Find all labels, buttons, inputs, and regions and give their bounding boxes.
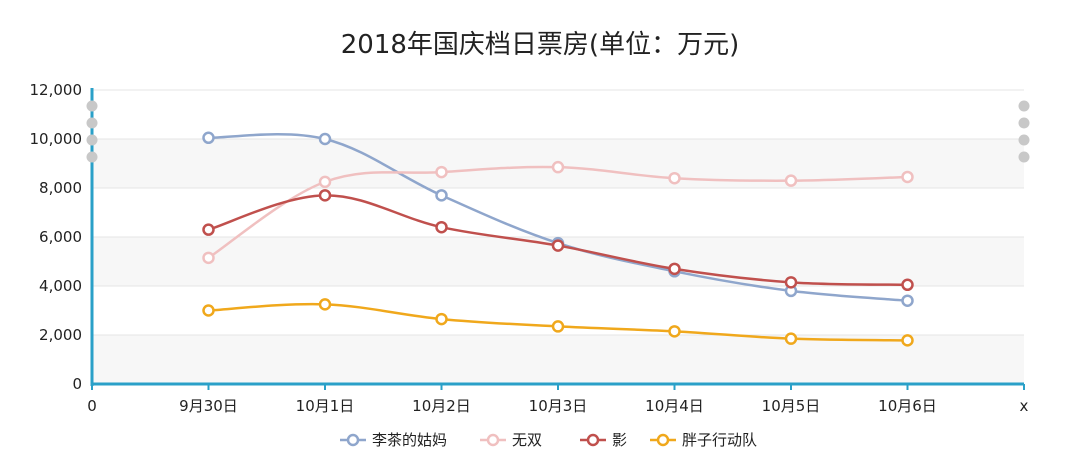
- x-axis-label: x: [1020, 397, 1029, 415]
- data-point[interactable]: [318, 175, 332, 189]
- y-tick-label: 4,000: [39, 277, 82, 295]
- data-point[interactable]: [202, 251, 215, 265]
- y-tick-label: 0: [72, 375, 82, 393]
- x-tick-label: 10月6日: [878, 397, 937, 415]
- grid-band: [92, 335, 1024, 384]
- legend-item[interactable]: 无双: [480, 431, 542, 449]
- left-scroll-handle-dot[interactable]: [86, 134, 98, 146]
- data-point[interactable]: [202, 304, 215, 317]
- data-point[interactable]: [551, 160, 565, 174]
- x-tick-label: 10月5日: [762, 397, 821, 415]
- left-scroll-handle-dot[interactable]: [86, 100, 98, 112]
- data-point[interactable]: [901, 334, 914, 347]
- data-point[interactable]: [784, 276, 798, 289]
- left-scroll-handle-dot[interactable]: [86, 117, 98, 129]
- legend-label[interactable]: 胖子行动队: [682, 431, 757, 449]
- x-tick-label: 10月4日: [645, 397, 704, 415]
- data-point[interactable]: [318, 189, 332, 202]
- data-point[interactable]: [668, 171, 681, 185]
- data-point[interactable]: [668, 325, 681, 338]
- legend-label[interactable]: 影: [612, 431, 627, 449]
- y-tick-label: 2,000: [39, 326, 82, 344]
- right-scroll-handle-dot[interactable]: [1018, 134, 1030, 146]
- x-tick-label: 10月1日: [296, 397, 355, 415]
- y-tick-label: 6,000: [39, 228, 82, 246]
- left-scroll-handle-dot[interactable]: [86, 151, 98, 163]
- x-tick-label: 10月3日: [529, 397, 588, 415]
- axis-layer: 0 2,000 4,000 6,000 8,000 10,000 12,000 0 9月30日 1…: [30, 81, 1030, 415]
- grid-band: [92, 90, 1024, 139]
- data-point[interactable]: [202, 223, 215, 236]
- legend-item[interactable]: 李茶的姑妈: [340, 431, 447, 449]
- data-point[interactable]: [551, 239, 565, 252]
- legend-marker: [586, 433, 600, 447]
- legend-marker: [486, 433, 500, 447]
- data-point[interactable]: [784, 174, 798, 187]
- series-group: [202, 189, 914, 292]
- data-point[interactable]: [901, 278, 914, 292]
- y-tick-label: 10,000: [30, 130, 83, 148]
- legend-label[interactable]: 无双: [512, 431, 542, 449]
- series-group: [202, 160, 914, 265]
- y-tick-label: 8,000: [39, 179, 82, 197]
- legend-marker: [346, 433, 360, 447]
- data-point[interactable]: [435, 220, 448, 234]
- legend-item[interactable]: 胖子行动队: [650, 431, 757, 449]
- grid-band: [92, 188, 1024, 237]
- data-point[interactable]: [318, 132, 332, 146]
- data-point[interactable]: [435, 165, 448, 179]
- legend[interactable]: 李茶的姑妈 无双 影 胖子行动队: [340, 431, 757, 449]
- data-point[interactable]: [435, 189, 448, 202]
- y-tick-label: 12,000: [30, 81, 83, 99]
- data-point[interactable]: [901, 294, 914, 307]
- right-scroll-handle-dot[interactable]: [1018, 100, 1030, 112]
- x-tick-label: 0: [87, 397, 97, 415]
- right-scroll-handle-dot[interactable]: [1018, 151, 1030, 163]
- x-tick-label: 9月30日: [179, 397, 238, 415]
- data-point[interactable]: [901, 170, 914, 184]
- series-layer: [202, 131, 914, 347]
- series-group: [202, 298, 914, 347]
- data-point[interactable]: [668, 262, 681, 276]
- right-scroll-handle-dot[interactable]: [1018, 117, 1030, 129]
- x-tick-label: 10月2日: [412, 397, 471, 415]
- data-point[interactable]: [784, 332, 798, 345]
- data-point[interactable]: [435, 312, 448, 326]
- legend-marker: [656, 433, 670, 447]
- legend-item[interactable]: 影: [580, 431, 627, 449]
- data-point[interactable]: [318, 298, 332, 311]
- chart-title: 2018年国庆档日票房(单位：万元): [340, 30, 740, 60]
- data-point[interactable]: [202, 131, 215, 145]
- data-point[interactable]: [551, 320, 565, 333]
- legend-label[interactable]: 李茶的姑妈: [372, 431, 447, 449]
